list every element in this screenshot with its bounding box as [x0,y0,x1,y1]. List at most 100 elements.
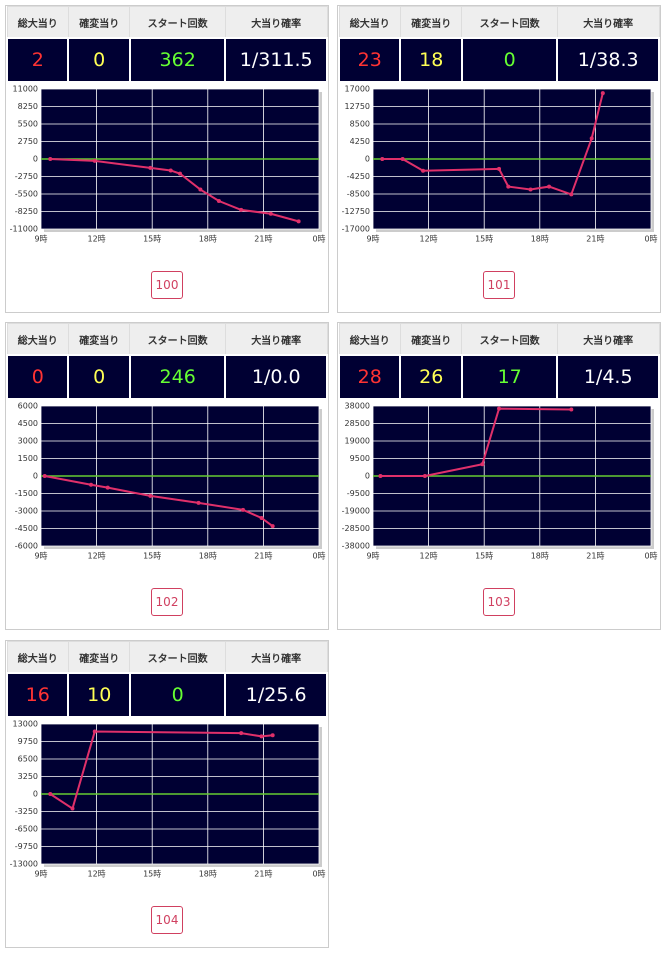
y-tick-label: 3250 [18,772,38,781]
stats-table: 総大当り 確変当り スタート回数 大当り確率 2 0 362 1/311.5 [5,6,328,83]
stats-table: 総大当り 確変当り スタート回数 大当り確率 23 18 0 1/38.3 [337,6,660,83]
y-tick-label: 4500 [18,419,38,428]
x-tick-label: 21時 [586,552,604,561]
data-point [497,166,502,171]
header-row: 総大当り 確変当り スタート回数 大当り確率 [338,323,660,356]
data-point [259,734,264,739]
y-tick-label: -6000 [15,542,38,551]
data-point [92,729,97,734]
x-tick-label: 18時 [531,552,549,561]
stat-value: 1/25.6 [224,672,328,718]
machine-panel: 総大当り 確変当り スタート回数 大当り確率 2 0 362 1/311.5 11000 8250… [5,5,329,313]
data-point [268,211,273,216]
y-tick-label: -4250 [347,172,370,181]
y-tick-label: 9750 [18,737,38,746]
y-tick-label: 1500 [18,454,38,463]
y-tick-label: 11000 [13,85,38,94]
data-line [44,475,274,527]
x-tick-label: 0時 [644,552,657,561]
x-tick-label: 12時 [420,552,438,561]
stat-value: 1/38.3 [556,37,660,83]
y-tick-label: -3250 [15,807,38,816]
x-tick-label: 18時 [199,552,217,561]
header-row: 総大当り 確変当り スタート回数 大当り確率 [338,6,660,39]
data-line [382,92,604,196]
stat-header: 確変当り [399,323,463,356]
x-tick-label: 18時 [531,235,549,244]
x-tick-label: 15時 [143,235,161,244]
y-tick-label: 3000 [18,437,38,446]
data-point [105,485,110,490]
stat-value: 362 [128,37,227,83]
data-point [600,91,605,96]
chart: 11000 8250 5500 2750 0 -2750 -5500 -8250 -110009… [10,85,326,244]
y-tick-label: 0 [33,472,38,481]
x-tick-label: 18時 [199,870,217,879]
stat-header: 大当り確率 [224,6,328,39]
stat-value: 0 [128,672,227,718]
stat-header: スタート回数 [129,323,226,356]
data-point [42,474,47,478]
machine-button[interactable]: 104 [151,906,183,934]
data-point [480,462,485,467]
data-point [239,731,244,736]
x-tick-label: 0時 [312,235,325,244]
value-row: 2 0 362 1/311.5 [5,37,328,83]
y-tick-label: 6000 [18,402,38,411]
x-tick-label: 21時 [254,235,272,244]
x-tick-label: 21時 [254,870,272,879]
x-tick-label: 12時 [88,235,106,244]
data-point [48,792,53,796]
header-row: 総大当り 確変当り スタート回数 大当り確率 [6,641,328,674]
x-tick-label: 9時 [34,552,47,561]
stat-value: 10 [67,672,131,718]
y-tick-label: 4250 [350,137,370,146]
y-tick-label: 0 [365,472,370,481]
data-point [589,136,594,141]
y-tick-label: 5500 [18,120,38,129]
data-point [89,482,94,487]
machine-button[interactable]: 100 [151,271,183,299]
y-tick-label: 17000 [345,85,370,94]
x-tick-label: 18時 [199,235,217,244]
data-point [421,168,426,173]
data-point [198,187,203,192]
stat-header: スタート回数 [129,6,226,39]
data-point [270,524,275,529]
y-tick-label: -3000 [15,507,38,516]
y-tick-label: 8250 [18,102,38,111]
stat-header: 総大当り [338,323,401,356]
y-tick-label: -2750 [15,172,38,181]
data-point [216,199,221,203]
machine-button[interactable]: 103 [483,588,515,616]
y-tick-label: -11000 [10,225,38,234]
stat-header: 総大当り [338,6,401,39]
x-tick-label: 9時 [34,870,47,879]
data-point [70,806,75,811]
x-tick-label: 12時 [420,235,438,244]
stat-value: 18 [399,37,463,83]
y-tick-label: -5500 [15,190,38,199]
stat-header: 確変当り [399,6,463,39]
y-tick-label: -8250 [15,207,38,216]
stat-header: 確変当り [67,323,131,356]
y-tick-label: -38000 [342,542,370,551]
stat-header: 総大当り [6,323,69,356]
stat-header: 大当り確率 [224,641,328,674]
stat-value: 246 [128,354,227,400]
machine-button[interactable]: 102 [151,588,183,616]
header-row: 総大当り 確変当り スタート回数 大当り確率 [6,6,328,39]
data-point [422,474,427,478]
stat-header: 大当り確率 [556,6,660,39]
data-point [380,157,385,161]
stat-value: 0 [5,354,70,400]
stat-header: 総大当り [6,641,69,674]
y-tick-label: 19000 [345,437,370,446]
machine-button[interactable]: 101 [483,271,515,299]
stat-value: 26 [399,354,463,400]
stat-header: スタート回数 [129,641,226,674]
data-point [497,406,502,411]
y-tick-label: -1500 [15,489,38,498]
x-tick-label: 0時 [644,235,657,244]
